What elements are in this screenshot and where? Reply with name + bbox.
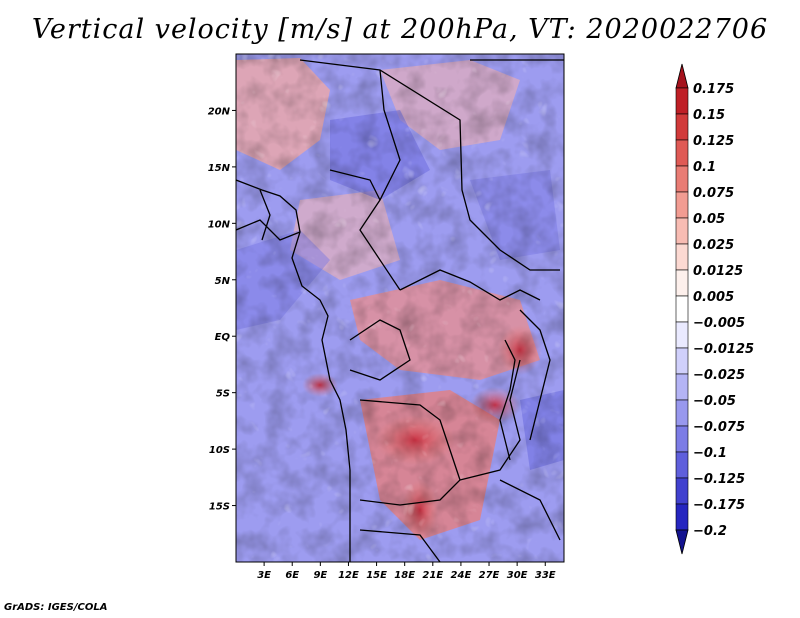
colorbar-label: −0.005 [693, 316, 745, 331]
colorbar-swatch [675, 113, 689, 141]
colorbar-label: −0.125 [693, 472, 745, 487]
colorbar-swatch [675, 399, 689, 427]
colorbar: 0.175 0.15 0.125 0.1 0.075 0.05 0.025 0.0125 0.0… [675, 63, 754, 555]
x-axis: 3E 6E 9E 12E 15E 18E 21E 24E 27E 30E 33E [257, 562, 556, 581]
colorbar-label: −0.025 [693, 368, 745, 383]
colorbar-label: 0.025 [693, 238, 734, 253]
x-tick-label: 3E [257, 570, 271, 581]
colorbar-swatch [675, 295, 689, 323]
x-tick-label: 33E [535, 570, 556, 581]
chart-title: Vertical velocity [m/s] at 200hPa, VT: 2… [31, 14, 769, 45]
colorbar-swatch [675, 165, 689, 193]
colorbar-label: 0.175 [693, 82, 734, 97]
colorbar-label: 0.05 [693, 212, 725, 227]
vertical-velocity-field [236, 54, 564, 562]
x-tick-label: 15E [366, 570, 387, 581]
colorbar-extend-bottom [675, 529, 689, 555]
y-tick-label: 20N [208, 106, 231, 117]
x-tick-label: 12E [338, 570, 359, 581]
colorbar-extend-top [675, 63, 689, 89]
colorbar-label: −0.075 [693, 420, 745, 435]
x-tick-label: 21E [422, 570, 443, 581]
footer-credit: GrADS: IGES/COLA [4, 602, 108, 613]
colorbar-swatch [675, 425, 689, 453]
y-tick-label: 15S [209, 502, 230, 513]
colorbar-swatch [675, 243, 689, 271]
colorbar-label: 0.005 [693, 290, 734, 305]
colorbar-label: −0.2 [693, 524, 727, 539]
y-tick-label: 15N [208, 163, 231, 174]
colorbar-label: 0.15 [693, 108, 725, 123]
y-tick-label: 10N [208, 219, 231, 230]
colorbar-swatch [675, 269, 689, 297]
y-tick-label: 10S [209, 445, 230, 456]
y-tick-label: 5S [216, 389, 230, 400]
colorbar-swatch [675, 139, 689, 167]
x-tick-label: 24E [451, 570, 472, 581]
colorbar-swatch [675, 191, 689, 219]
x-tick-label: 30E [507, 570, 528, 581]
colorbar-swatch [675, 347, 689, 375]
x-tick-label: 9E [313, 570, 327, 581]
colorbar-swatch [675, 503, 689, 531]
colorbar-swatch [675, 373, 689, 401]
x-tick-label: 27E [479, 570, 500, 581]
x-tick-label: 18E [394, 570, 415, 581]
colorbar-label: −0.05 [693, 394, 736, 409]
colorbar-swatch [675, 217, 689, 245]
colorbar-swatch [675, 477, 689, 505]
y-tick-label: EQ [215, 332, 231, 343]
colorbar-label: 0.0125 [693, 264, 743, 279]
plot-frame [235, 53, 565, 563]
y-tick-label: 5N [215, 276, 231, 287]
y-axis: 20N 15N 10N 5N EQ 5S 10S 15S [208, 106, 236, 513]
colorbar-swatch [675, 321, 689, 349]
colorbar-swatch [675, 87, 689, 115]
colorbar-swatch [675, 451, 689, 479]
colorbar-label: 0.125 [693, 134, 734, 149]
colorbar-label: 0.1 [693, 160, 716, 175]
x-tick-label: 6E [285, 570, 299, 581]
colorbar-label: 0.075 [693, 186, 734, 201]
colorbar-label: −0.175 [693, 498, 745, 513]
colorbar-label: −0.0125 [693, 342, 754, 357]
colorbar-label: −0.1 [693, 446, 727, 461]
